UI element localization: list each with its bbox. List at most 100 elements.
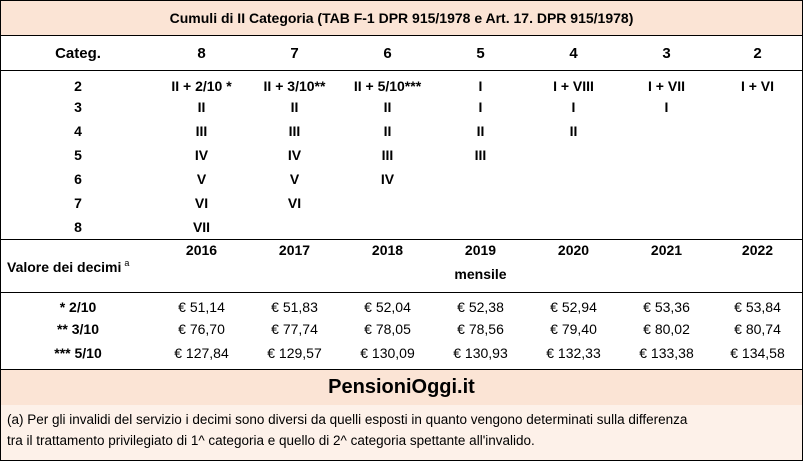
year-cell: 2019 mensile [434,239,527,293]
value-cell: € 132,33 [546,345,601,361]
header-cell: 2 [713,36,802,71]
values-header-row: Valore dei decimi a 2016 2017 2018 2019 me… [1,239,802,293]
year-cell: 2020 [527,239,620,293]
header-cell: 5 [434,36,527,71]
header-cell: 8 [155,36,248,71]
combination-cell [527,215,620,240]
table-row: 3 II II II I I I [1,95,802,119]
brand-banner: PensioniOggi.it [1,369,802,406]
value-cell: € 52,38 [457,299,504,315]
combination-cell [620,143,713,167]
combination-cell [434,191,527,215]
value-cell: € 78,05 [364,321,411,337]
combination-cell [527,191,620,215]
header-cell: Categ. [1,36,155,71]
combination-cell [713,143,802,167]
categories-table: Categ. 8 7 6 5 4 3 2 2 II + 2/10 * II + 3/… [1,36,802,365]
combination-cell: I [478,99,483,115]
value-cell: € 130,93 [453,345,508,361]
table-row: 7 VI VI [1,191,802,215]
combination-cell: II [476,123,485,139]
year-cell: 2018 [341,239,434,293]
value-cell: € 52,04 [364,299,411,315]
table-row: 5 IV IV III III [1,143,802,167]
value-cell: € 53,36 [643,299,690,315]
combination-cell: IV [380,171,395,187]
combination-cell [620,215,713,240]
value-cell: € 53,84 [734,299,781,315]
table-row: 2 II + 2/10 * II + 3/10** II + 5/10*** I I + … [1,71,802,96]
header-cell: 6 [341,36,434,71]
combination-cell [620,191,713,215]
value-cell: € 134,58 [730,345,785,361]
combination-cell: II + 3/10** [263,77,326,94]
value-cell: € 76,70 [178,321,225,337]
combination-cell [713,167,802,191]
footnote-line-2: tra il trattamento privilegiato di 1^ ca… [7,433,535,448]
table-row: 8 VII [1,215,802,240]
category-cell: 2 [74,77,82,94]
monthly-note: mensile [454,266,507,282]
combination-cell [248,215,341,240]
combination-cell: I + VIII [553,77,594,94]
footnote-line-1: (a) Per gli invalidi del servizio i deci… [7,412,688,427]
values-label: Valore dei decimi a [1,239,155,293]
combination-cell [713,191,802,215]
combination-cell: VI [194,195,209,211]
combination-cell [434,167,527,191]
combination-cell [527,143,620,167]
value-cell: € 130,09 [360,345,415,361]
combination-cell: V [289,171,300,187]
combination-cell: IV [194,147,209,163]
value-cell: € 52,94 [550,299,597,315]
combination-cell: I [571,99,576,115]
combination-cell [713,215,802,240]
combination-cell: II + 2/10 * [171,77,232,94]
combination-cell: V [196,171,207,187]
combination-cell [620,119,713,143]
combination-cell [341,215,434,240]
combination-cell: II + 5/10*** [353,77,422,94]
decimal-label: * 2/10 [59,299,97,315]
combination-cell [620,167,713,191]
header-cell: 3 [620,36,713,71]
value-cell: € 129,57 [267,345,322,361]
table-title: Cumuli di II Categoria (TAB F-1 DPR 915/… [1,1,802,36]
values-row: *** 5/10 € 127,84 € 129,57 € 130,09 € 130,93… [1,341,802,365]
value-cell: € 78,56 [457,321,504,337]
value-cell: € 127,84 [174,345,229,361]
combination-cell: II [383,99,392,115]
values-row: ** 3/10 € 76,70 € 77,74 € 78,05 € 78,56 € 79,… [1,317,802,341]
combination-cell [434,215,527,240]
value-cell: € 77,74 [271,321,318,337]
header-cell: 4 [527,36,620,71]
year-cell: 2016 [155,239,248,293]
table-row: 6 V V IV [1,167,802,191]
year-cell: 2022 [713,239,802,293]
category-cell: 4 [74,123,82,139]
category-cell: 3 [74,99,82,115]
value-cell: € 80,02 [643,321,690,337]
category-cell: 8 [74,219,82,235]
combination-cell: II [569,123,578,139]
values-row: * 2/10 € 51,14 € 51,83 € 52,04 € 52,38 € 52,9… [1,293,802,318]
combination-cell: I + VII [648,77,685,94]
combination-cell: II [383,123,392,139]
table-row: 4 III III II II II [1,119,802,143]
combination-cell: II [197,99,206,115]
combination-cell: VI [287,195,302,211]
combination-cell: I [664,99,669,115]
combination-cell: I + VI [740,77,775,94]
category-cell: 6 [74,171,82,187]
combination-cell: II [290,99,299,115]
combination-cell: VII [192,219,211,235]
value-cell: € 51,83 [271,299,318,315]
header-row: Categ. 8 7 6 5 4 3 2 [1,36,802,71]
combination-cell [713,119,802,143]
header-cell: 7 [248,36,341,71]
combination-cell: I [478,77,483,94]
combination-cell: IV [287,147,302,163]
footnote: (a) Per gli invalidi del servizio i deci… [1,405,802,460]
combination-cell [341,191,434,215]
